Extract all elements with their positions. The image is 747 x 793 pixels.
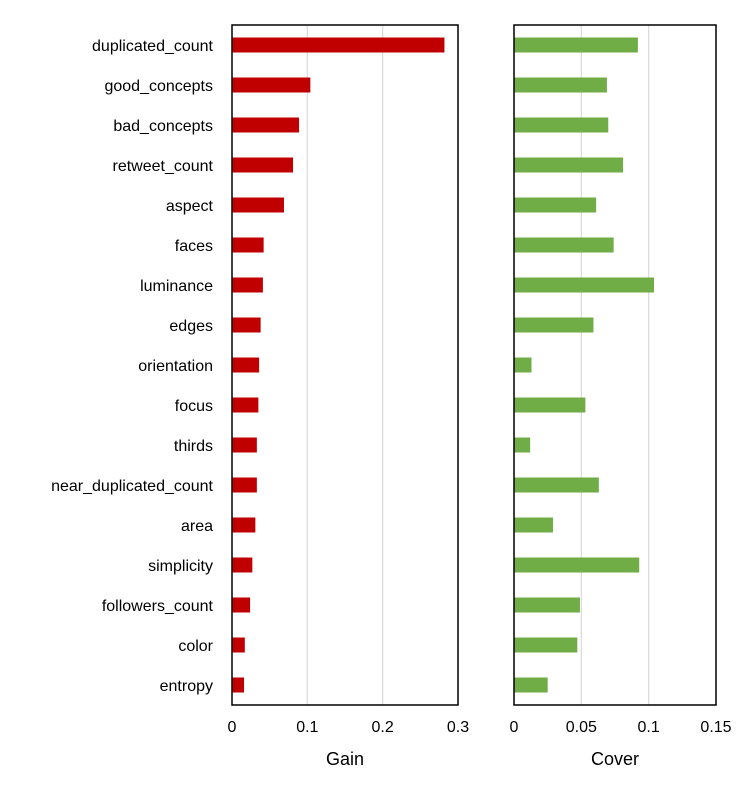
category-label: color: [178, 638, 213, 655]
category-label: edges: [169, 318, 213, 335]
category-label: aspect: [166, 198, 214, 215]
cover-bar-retweet-count: [514, 157, 624, 173]
gain-tick-label: 0: [228, 719, 237, 736]
category-label: focus: [175, 398, 213, 415]
category-label: entropy: [160, 678, 213, 695]
gain-bar-simplicity: [232, 557, 253, 573]
gain-tick-label: 0.2: [372, 719, 394, 736]
gain-tick-label: 0.1: [296, 719, 318, 736]
cover-bar-near-duplicated-count: [514, 477, 599, 493]
category-label: simplicity: [148, 558, 213, 575]
cover-bar-area: [514, 517, 554, 533]
category-label: faces: [175, 238, 213, 255]
cover-panel: 0 0.05 0.1 0.15 Cover: [510, 24, 732, 769]
category-label: bad_concepts: [113, 118, 213, 135]
cover-bar-simplicity: [514, 557, 640, 573]
cover-tick-label: 0: [510, 719, 519, 736]
gain-bar-faces: [232, 237, 264, 253]
category-label: retweet_count: [112, 158, 213, 175]
cover-bar-good-concepts: [514, 77, 607, 93]
cover-bar-faces: [514, 237, 614, 253]
gain-tick-label: 0.3: [447, 719, 469, 736]
gain-bar-orientation: [232, 357, 260, 373]
gain-bar-duplicated-count: [232, 37, 445, 53]
gain-bar-aspect: [232, 197, 284, 213]
gain-bar-edges: [232, 317, 261, 333]
category-label: orientation: [138, 358, 213, 375]
cover-bar-aspect: [514, 197, 597, 213]
cover-tick-label: 0.15: [700, 719, 731, 736]
cover-bar-thirds: [514, 437, 531, 453]
cover-bar-followers-count: [514, 597, 580, 613]
cover-plot-frame: [513, 24, 717, 706]
cover-bar-color: [514, 637, 578, 653]
gain-plot-frame: [231, 24, 459, 706]
gain-panel: 0 0.1 0.2 0.3 Gain: [228, 24, 469, 769]
cover-bar-entropy: [514, 677, 548, 693]
gain-bar-focus: [232, 397, 259, 413]
cover-bar-bad-concepts: [514, 117, 609, 133]
category-label: luminance: [140, 278, 213, 295]
gain-bar-near-duplicated-count: [232, 477, 257, 493]
cover-bar-focus: [514, 397, 586, 413]
category-label: area: [181, 518, 213, 535]
cover-bar-luminance: [514, 277, 655, 293]
cover-bar-orientation: [514, 357, 532, 373]
gain-bar-bad-concepts: [232, 117, 300, 133]
gain-bar-good-concepts: [232, 77, 311, 93]
category-label: thirds: [174, 438, 213, 455]
cover-axis-title: Cover: [591, 749, 639, 769]
gain-bar-retweet-count: [232, 157, 294, 173]
category-label: near_duplicated_count: [51, 478, 213, 495]
gain-bar-luminance: [232, 277, 263, 293]
cover-tick-label: 0.1: [638, 719, 660, 736]
gain-bar-followers-count: [232, 597, 251, 613]
cover-bar-edges: [514, 317, 594, 333]
gain-bar-thirds: [232, 437, 257, 453]
gain-bar-area: [232, 517, 256, 533]
cover-bar-duplicated-count: [514, 37, 638, 53]
gain-axis-title: Gain: [326, 749, 364, 769]
gain-bar-color: [232, 637, 245, 653]
cover-tick-label: 0.05: [566, 719, 597, 736]
category-labels: duplicated_count good_concepts bad_concept…: [51, 38, 214, 695]
category-label: duplicated_count: [92, 38, 214, 55]
category-label: good_concepts: [104, 78, 213, 95]
gain-bar-entropy: [232, 677, 245, 693]
category-label: followers_count: [102, 598, 214, 615]
